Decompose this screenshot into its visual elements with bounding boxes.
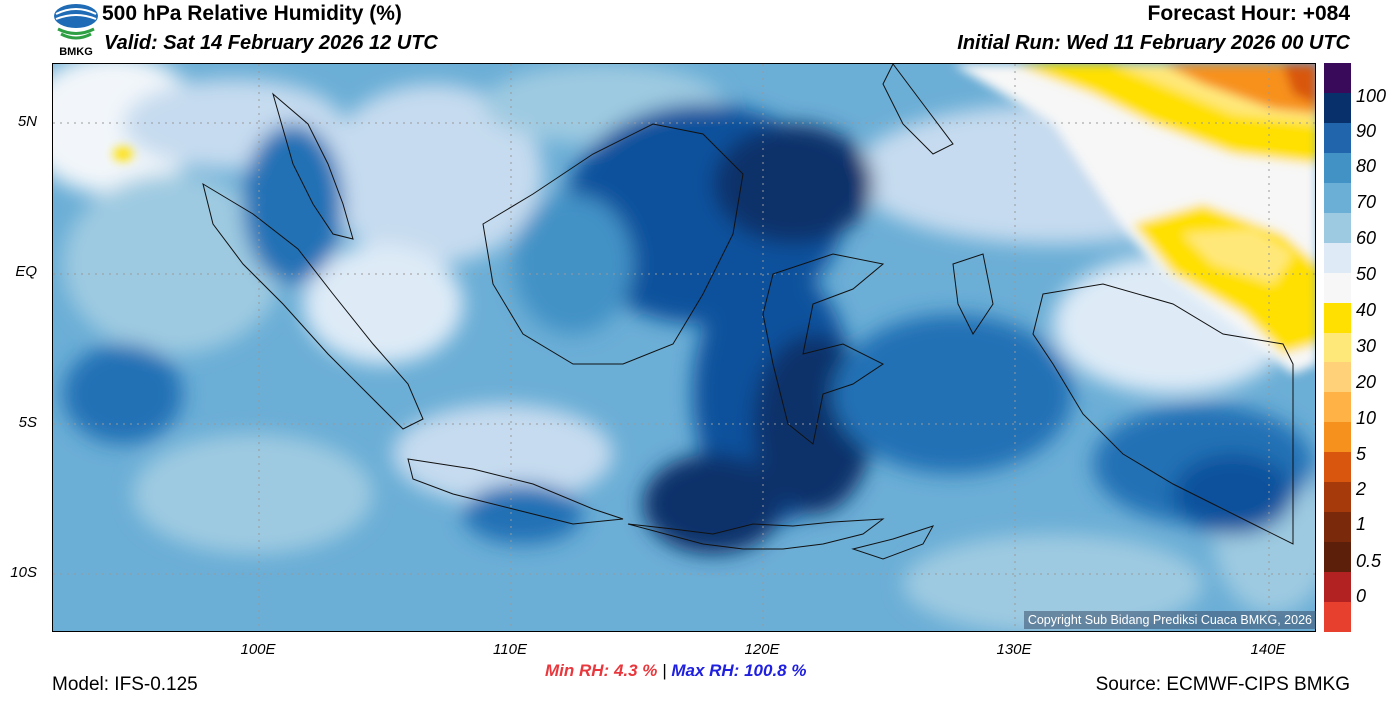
colorbar-label: 2 bbox=[1356, 479, 1367, 499]
maluku-coast bbox=[952, 253, 994, 335]
gridlines bbox=[53, 64, 1315, 631]
colorbar-label: 1 bbox=[1356, 514, 1367, 534]
colorbar-segment bbox=[1324, 482, 1351, 513]
colorbar-label: 0 bbox=[1356, 586, 1367, 606]
timor-coast bbox=[851, 525, 935, 560]
colorbar-label: 5 bbox=[1356, 444, 1367, 464]
colorbar-label: 40 bbox=[1356, 300, 1377, 320]
java-coast bbox=[407, 458, 624, 525]
lat-tick-5n: 5N bbox=[17, 113, 37, 130]
colorbar-label: 30 bbox=[1356, 336, 1377, 356]
colorbar-segment bbox=[1324, 63, 1351, 94]
colorbar-segment bbox=[1324, 92, 1351, 124]
initial-run: Initial Run: Wed 11 February 2026 00 UTC bbox=[957, 32, 1350, 54]
lon-tick-130e: 130E bbox=[996, 641, 1032, 658]
colorbar-segment bbox=[1324, 452, 1351, 483]
colorbar-segment bbox=[1324, 272, 1351, 304]
colorbar-segment bbox=[1324, 242, 1351, 274]
chart-title: 500 hPa Relative Humidity (%) bbox=[102, 2, 402, 25]
colorbar-segment bbox=[1324, 512, 1351, 543]
forecast-hour: Forecast Hour: +084 bbox=[1147, 2, 1351, 25]
copyright-notice: Copyright Sub Bidang Prediksi Cuaca BMKG… bbox=[1023, 611, 1316, 629]
lat-tick-5s: 5S bbox=[18, 414, 37, 431]
logo-text: BMKG bbox=[59, 46, 93, 58]
min-rh-label: Min RH: bbox=[545, 661, 610, 680]
colorbar-segment bbox=[1324, 332, 1351, 363]
colorbar-segment bbox=[1324, 392, 1351, 423]
colorbar-label: 60 bbox=[1356, 228, 1377, 248]
colorbar-segment bbox=[1324, 572, 1351, 603]
borneo-coast bbox=[482, 123, 744, 365]
colorbar-label: 100 bbox=[1356, 86, 1387, 106]
colorbar-label: 50 bbox=[1356, 264, 1377, 284]
lat-tick-eq: EQ bbox=[15, 263, 37, 280]
min-rh-value: 4.3 % bbox=[613, 661, 658, 680]
colorbar-segment bbox=[1324, 542, 1351, 573]
colorbar-segment bbox=[1324, 602, 1351, 633]
colorbar-segment bbox=[1324, 302, 1351, 334]
colorbar-label: 20 bbox=[1356, 372, 1377, 392]
lat-tick-10s: 10S bbox=[10, 564, 37, 581]
colorbar-segment bbox=[1324, 182, 1351, 214]
max-rh-label: Max RH: bbox=[671, 661, 740, 680]
model-name: Model: IFS-0.125 bbox=[52, 674, 198, 695]
lon-tick-120e: 120E bbox=[744, 641, 780, 658]
coastlines bbox=[202, 64, 1294, 560]
max-rh-value: 100.8 % bbox=[744, 661, 807, 680]
lon-tick-100e: 100E bbox=[240, 641, 276, 658]
colorbar bbox=[1324, 63, 1351, 633]
papua-coast bbox=[1032, 283, 1294, 545]
rh-stats: Min RH: 4.3 % | Max RH: 100.8 % bbox=[545, 661, 806, 681]
valid-time: Valid: Sat 14 February 2026 12 UTC bbox=[104, 32, 438, 54]
colorbar-label: 70 bbox=[1356, 192, 1377, 212]
philippines-coast bbox=[882, 64, 954, 155]
colorbar-segment bbox=[1324, 422, 1351, 453]
colorbar-segment bbox=[1324, 122, 1351, 154]
humidity-map bbox=[52, 63, 1316, 632]
humidity-field bbox=[53, 64, 1315, 631]
data-source: Source: ECMWF-CIPS BMKG bbox=[1095, 674, 1350, 695]
colorbar-label: 80 bbox=[1356, 156, 1377, 176]
bmkg-logo: BMKG bbox=[52, 2, 100, 58]
malay-peninsula bbox=[272, 92, 354, 240]
sulawesi-coast bbox=[762, 253, 885, 445]
nusa-tenggara bbox=[627, 518, 885, 550]
colorbar-label: 10 bbox=[1356, 408, 1377, 428]
colorbar-segment bbox=[1324, 212, 1351, 244]
lon-tick-110e: 110E bbox=[493, 641, 527, 658]
stats-separator: | bbox=[662, 661, 667, 680]
colorbar-label: 0.5 bbox=[1356, 551, 1382, 571]
colorbar-label: 90 bbox=[1356, 121, 1377, 141]
lon-tick-140e: 140E bbox=[1250, 641, 1286, 658]
sumatra-coast bbox=[202, 182, 424, 430]
colorbar-segment bbox=[1324, 362, 1351, 393]
colorbar-segment bbox=[1324, 152, 1351, 184]
